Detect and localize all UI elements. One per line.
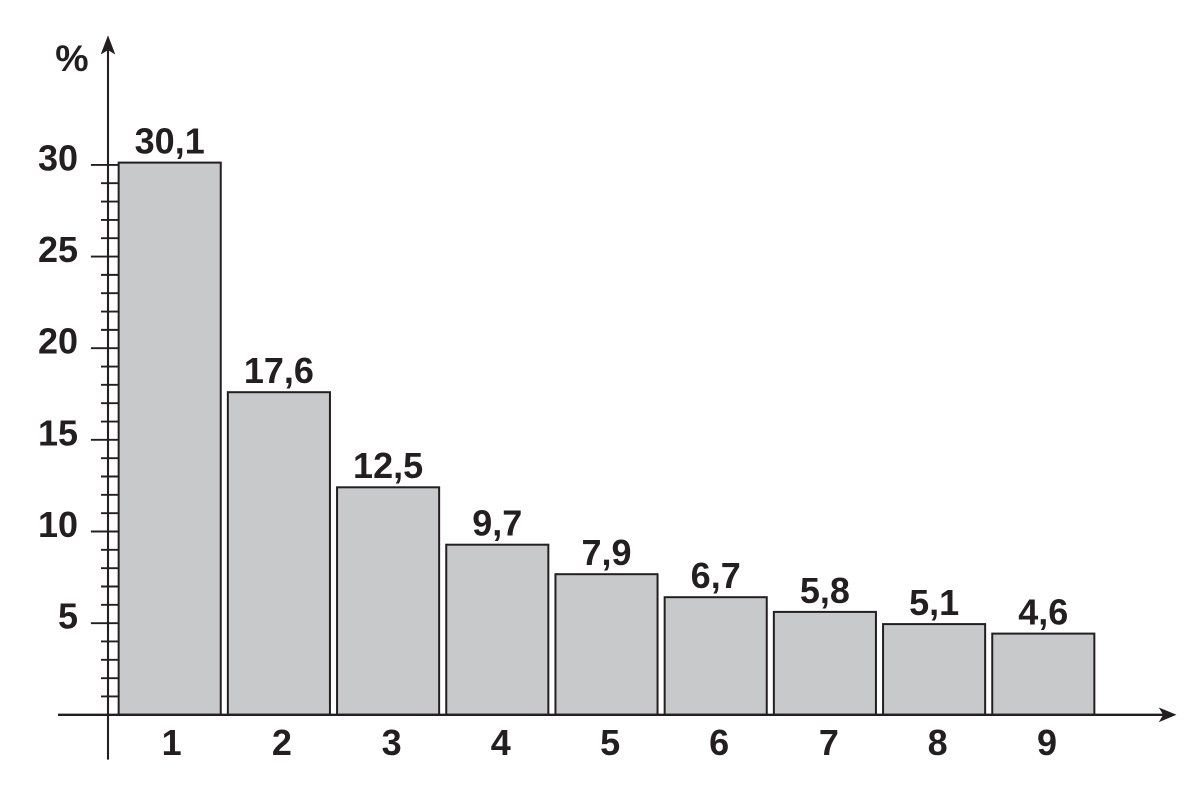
svg-text:4,6: 4,6 (1018, 592, 1068, 633)
svg-text:3: 3 (382, 722, 402, 763)
svg-text:5: 5 (58, 596, 78, 637)
svg-text:6: 6 (709, 722, 729, 763)
svg-text:30: 30 (38, 137, 78, 178)
svg-text:4: 4 (491, 722, 511, 763)
svg-text:17,6: 17,6 (244, 350, 314, 391)
svg-text:25: 25 (38, 229, 78, 270)
svg-text:9,7: 9,7 (472, 503, 522, 544)
svg-text:8: 8 (928, 722, 948, 763)
svg-text:7: 7 (819, 722, 839, 763)
svg-text:7,9: 7,9 (581, 532, 631, 573)
svg-text:10: 10 (38, 504, 78, 545)
svg-text:30,1: 30,1 (135, 121, 205, 162)
svg-text:20: 20 (38, 321, 78, 362)
svg-text:%: % (55, 37, 88, 79)
svg-text:2: 2 (272, 722, 292, 763)
svg-text:5,8: 5,8 (800, 570, 850, 611)
svg-text:5,1: 5,1 (909, 582, 959, 623)
svg-text:5: 5 (600, 722, 620, 763)
svg-text:9: 9 (1037, 722, 1057, 763)
svg-text:1: 1 (162, 722, 182, 763)
svg-text:12,5: 12,5 (353, 445, 423, 486)
svg-text:15: 15 (38, 412, 78, 453)
svg-text:6,7: 6,7 (691, 555, 741, 596)
